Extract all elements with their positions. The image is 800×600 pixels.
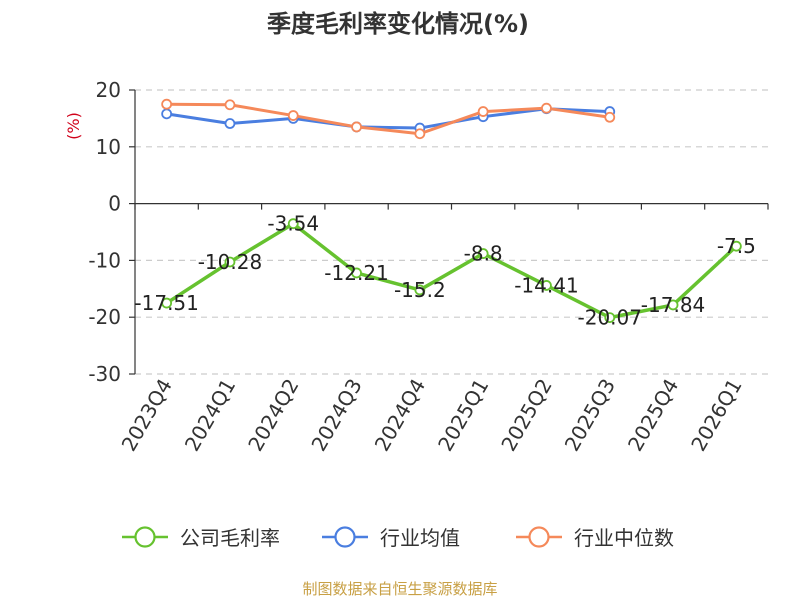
series-line [166,102,610,136]
data-label: -7.5 [717,234,756,258]
data-label: -15.2 [394,278,446,302]
x-tick-label: 2026Q1 [686,375,746,456]
legend-label: 公司毛利率 [180,526,280,550]
data-point [414,284,426,296]
grid-lines [135,89,768,375]
data-point [541,102,552,114]
x-tick-label: 2025Q2 [496,375,556,456]
source-note: 制图数据来自恒生聚源数据库 [302,580,497,598]
data-label: -10.28 [198,250,262,274]
series-line [165,221,738,320]
y-tick-label: -20 [88,305,121,329]
data-label: -8.8 [464,242,503,266]
data-point [224,99,236,111]
y-tick-label: -10 [88,248,121,272]
data-labels: -17.51-10.28-3.54 -12.21-15.2 -8.8 -14.41-2… [134,212,755,330]
data-point [161,297,173,309]
data-point [604,111,616,123]
data-point [667,299,679,311]
legend-label: 行业均值 [380,526,460,550]
legend-marker-icon [334,526,356,548]
data-label: -14.41 [514,273,578,297]
data-point [161,98,173,110]
series-layer [161,98,742,323]
legend-item[interactable]: 行业中位数 [516,526,674,550]
legend: 公司毛利率 行业均值 行业中位数 [122,526,674,550]
data-point [414,128,426,140]
x-tick-label: 2024Q2 [243,375,303,456]
data-point [224,118,236,129]
x-tick-label: 2025Q1 [433,375,493,456]
data-point [351,267,362,279]
data-point [477,248,489,259]
data-label: -12.21 [324,261,388,285]
data-label: -20.07 [578,306,642,330]
chart-title: 季度毛利率变化情况(%) [267,10,529,38]
data-point [224,256,236,268]
legend-item[interactable]: 行业均值 [322,526,460,550]
x-tick-label: 2023Q4 [117,375,177,456]
y-axis-unit: (%) [64,112,83,140]
y-tick-label: 10 [96,135,121,159]
data-point [477,106,489,117]
legend-marker-icon [134,526,156,548]
x-tick-label: 2024Q1 [180,375,240,456]
data-point [161,108,173,120]
y-tick-label: -30 [88,362,121,386]
data-point [287,110,299,121]
data-point [730,240,742,252]
data-point [351,121,362,133]
legend-marker-icon [528,526,550,548]
data-label: -3.54 [267,212,319,236]
x-tick-label: 2025Q4 [623,375,683,456]
data-label: -17.84 [641,293,705,317]
series-3 [161,98,616,140]
data-point [541,280,552,291]
x-tick-label: 2025Q3 [560,375,620,456]
x-tick-label: 2024Q3 [306,375,366,456]
legend-item[interactable]: 公司毛利率 [122,526,280,550]
x-tick-label: 2024Q4 [370,375,430,456]
y-tick-label: 0 [108,192,121,216]
y-tick-label: 20 [96,78,121,102]
data-point [287,218,299,230]
data-label: -17.51 [134,291,198,315]
data-point [604,312,616,323]
legend-label: 行业中位数 [574,526,674,550]
series-1 [161,218,742,323]
